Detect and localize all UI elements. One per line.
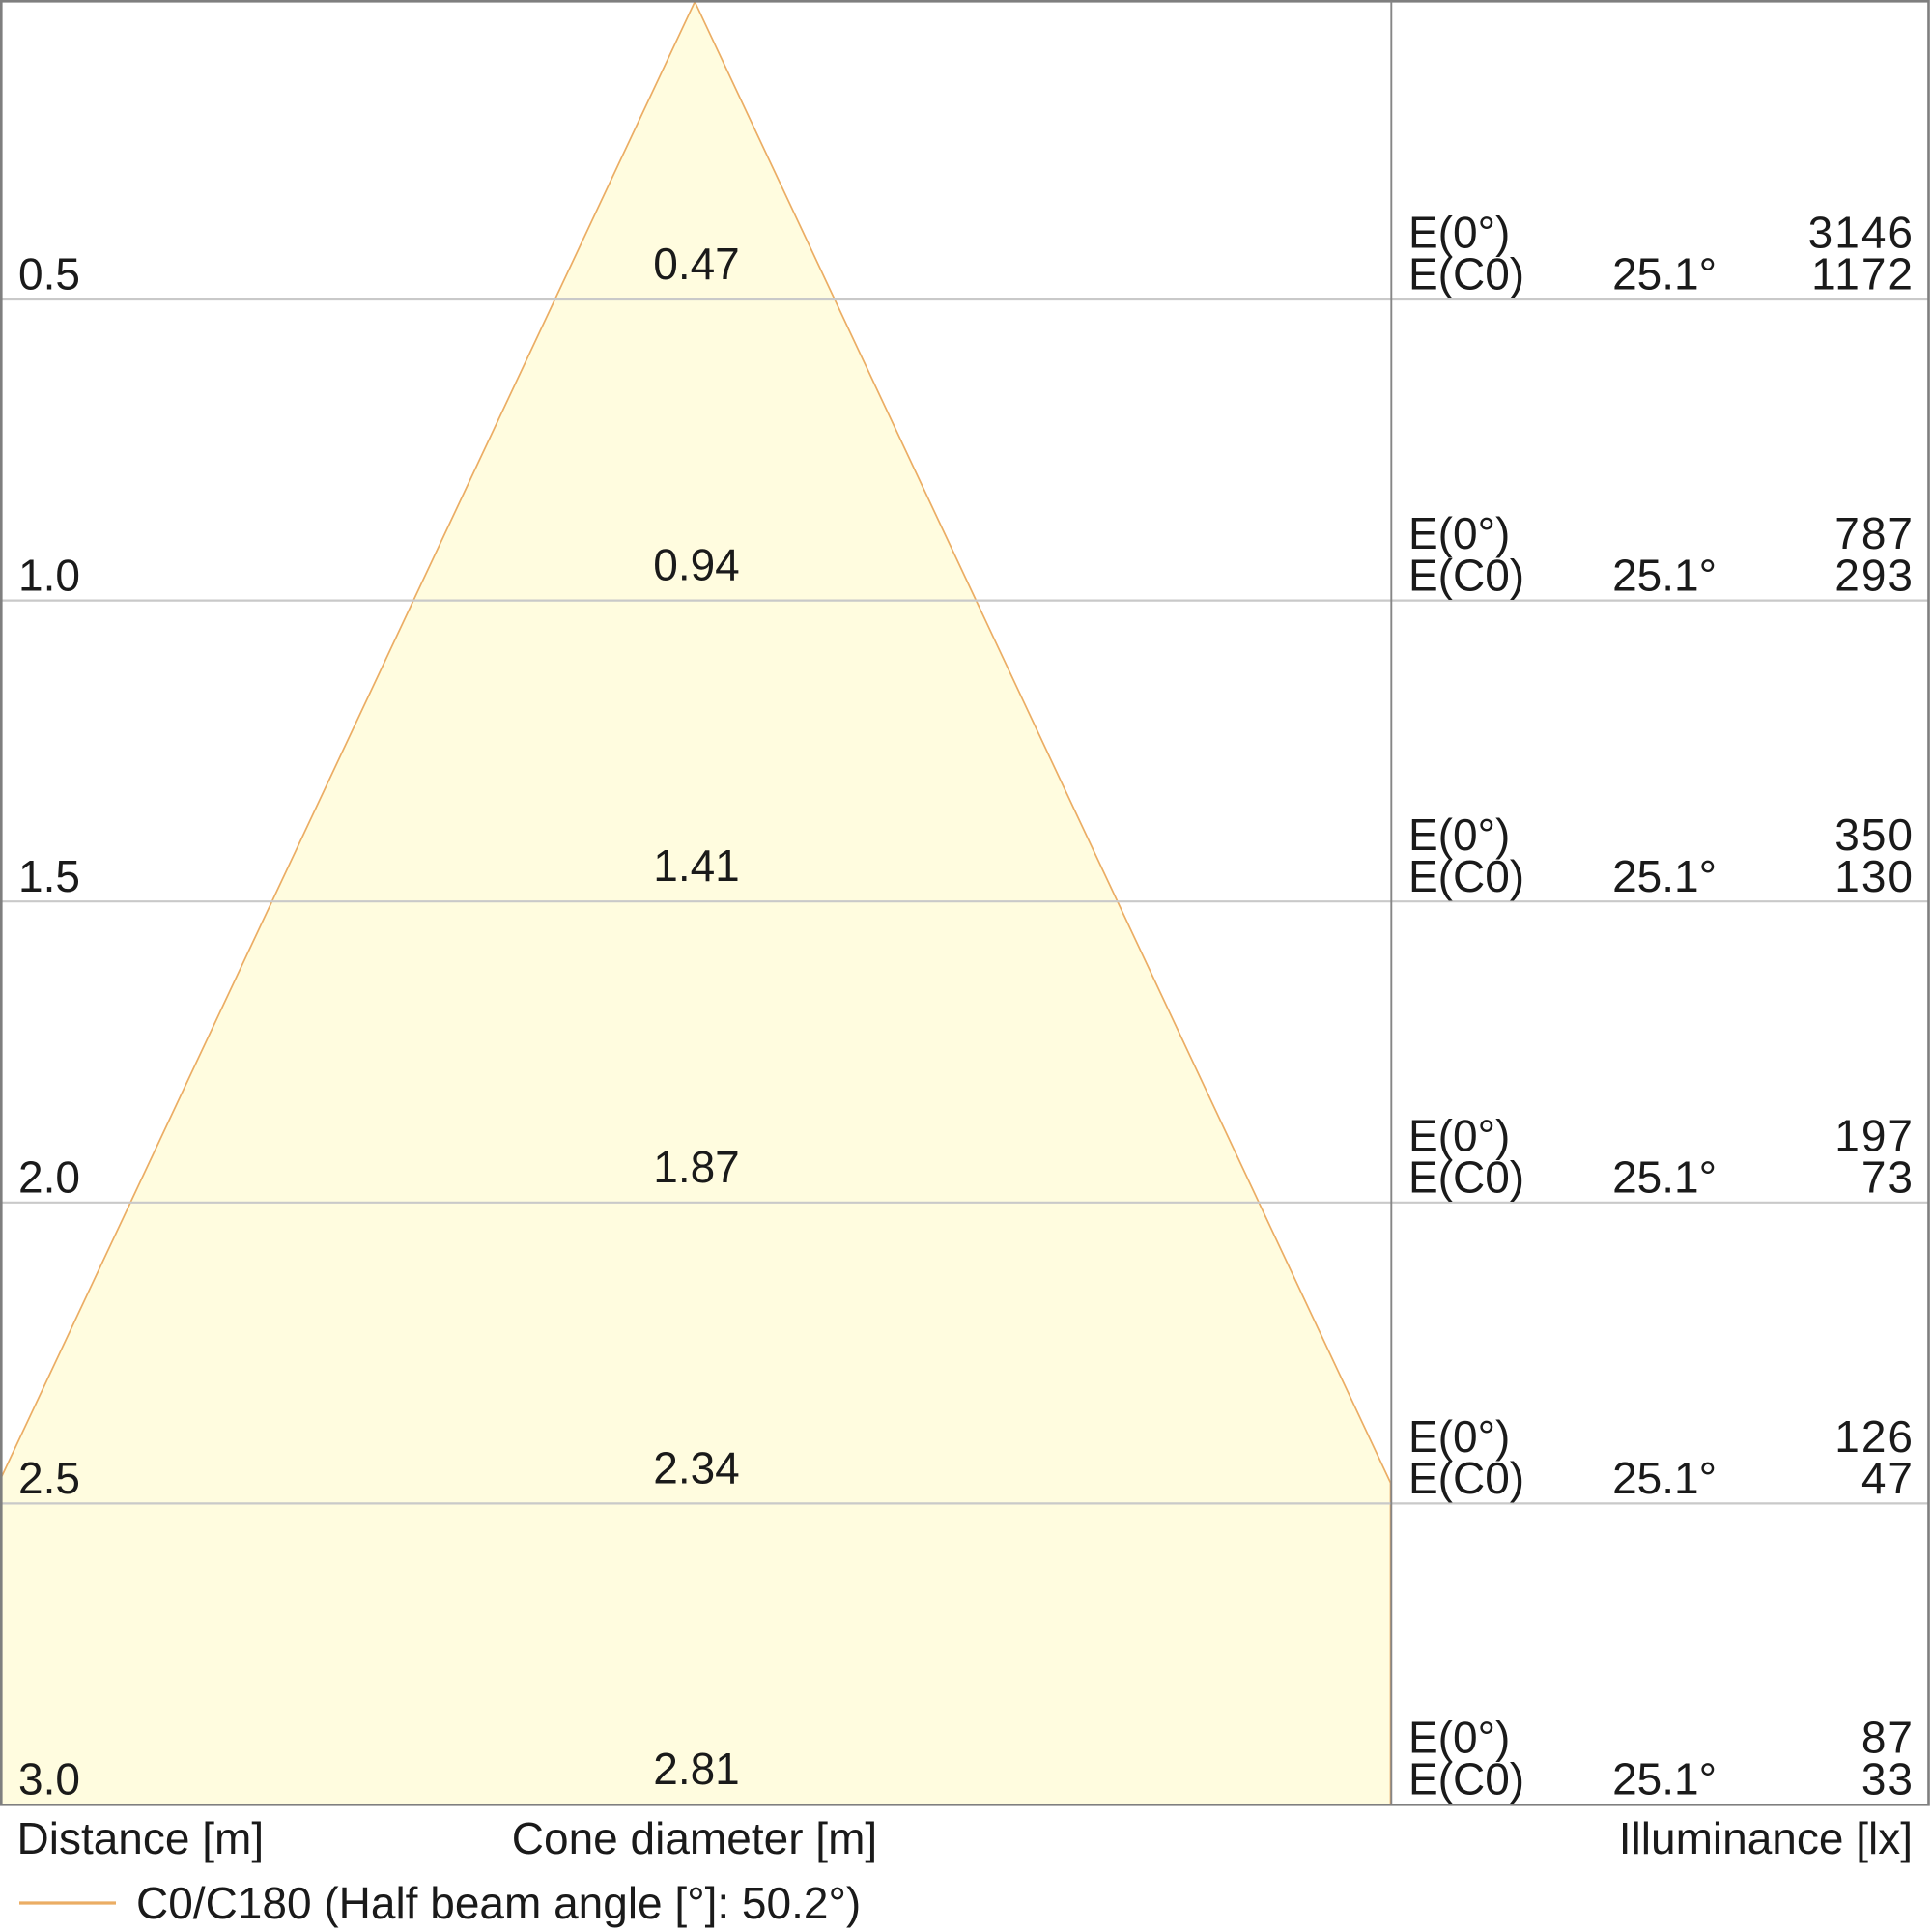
svg-text:350: 350 bbox=[1834, 810, 1915, 860]
svg-text:126: 126 bbox=[1834, 1411, 1915, 1462]
svg-text:130: 130 bbox=[1834, 851, 1915, 901]
svg-text:E(0°): E(0°) bbox=[1408, 810, 1510, 860]
svg-text:25.1°: 25.1° bbox=[1612, 1754, 1717, 1804]
svg-text:1172: 1172 bbox=[1811, 249, 1915, 299]
svg-text:E(C0): E(C0) bbox=[1408, 1754, 1524, 1804]
svg-text:2.5: 2.5 bbox=[18, 1453, 80, 1503]
svg-text:1.0: 1.0 bbox=[18, 550, 80, 600]
svg-text:Cone diameter [m]: Cone diameter [m] bbox=[512, 1813, 877, 1863]
svg-text:E(0°): E(0°) bbox=[1408, 1713, 1510, 1763]
svg-text:Distance [m]: Distance [m] bbox=[17, 1813, 265, 1863]
svg-text:3.0: 3.0 bbox=[18, 1754, 80, 1804]
svg-text:33: 33 bbox=[1861, 1754, 1915, 1804]
svg-text:73: 73 bbox=[1861, 1152, 1915, 1203]
svg-text:0.47: 0.47 bbox=[653, 239, 740, 289]
svg-text:E(C0): E(C0) bbox=[1408, 1453, 1524, 1503]
svg-text:25.1°: 25.1° bbox=[1612, 249, 1717, 299]
svg-text:87: 87 bbox=[1861, 1713, 1915, 1763]
svg-text:1.41: 1.41 bbox=[653, 840, 740, 891]
svg-text:0.5: 0.5 bbox=[18, 249, 80, 299]
svg-text:C0/C180 (Half beam angle [°]:: C0/C180 (Half beam angle [°]: 50.2°) bbox=[136, 1878, 861, 1928]
svg-text:25.1°: 25.1° bbox=[1612, 851, 1717, 901]
svg-text:1.87: 1.87 bbox=[653, 1142, 740, 1192]
svg-text:E(0°): E(0°) bbox=[1408, 508, 1510, 558]
svg-text:787: 787 bbox=[1834, 508, 1915, 558]
svg-text:E(C0): E(C0) bbox=[1408, 1152, 1524, 1203]
svg-text:E(0°): E(0°) bbox=[1408, 1110, 1510, 1160]
svg-text:0.94: 0.94 bbox=[653, 540, 740, 590]
svg-text:E(C0): E(C0) bbox=[1408, 851, 1524, 901]
svg-text:2.0: 2.0 bbox=[18, 1152, 80, 1203]
svg-text:25.1°: 25.1° bbox=[1612, 1453, 1717, 1503]
svg-text:1.5: 1.5 bbox=[18, 851, 80, 901]
svg-text:3146: 3146 bbox=[1808, 208, 1915, 258]
svg-text:293: 293 bbox=[1834, 550, 1915, 600]
svg-text:25.1°: 25.1° bbox=[1612, 1152, 1717, 1203]
svg-text:E(0°): E(0°) bbox=[1408, 208, 1510, 258]
svg-text:Illuminance [lx]: Illuminance [lx] bbox=[1619, 1813, 1913, 1863]
svg-text:25.1°: 25.1° bbox=[1612, 550, 1717, 600]
svg-text:47: 47 bbox=[1861, 1453, 1915, 1503]
svg-text:E(C0): E(C0) bbox=[1408, 550, 1524, 600]
svg-text:E(0°): E(0°) bbox=[1408, 1411, 1510, 1462]
svg-text:2.81: 2.81 bbox=[653, 1744, 740, 1794]
svg-text:197: 197 bbox=[1834, 1110, 1915, 1160]
svg-text:E(C0): E(C0) bbox=[1408, 249, 1524, 299]
svg-text:2.34: 2.34 bbox=[653, 1442, 740, 1492]
